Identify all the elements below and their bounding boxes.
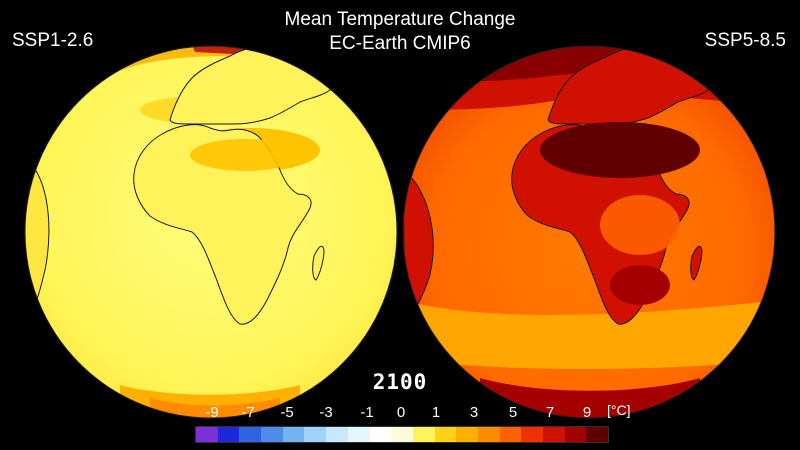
colorbar-swatch — [434, 427, 457, 442]
colorbar-swatch — [564, 427, 587, 442]
globe-ssp1 — [25, 46, 397, 418]
tick-label: -1 — [360, 404, 374, 421]
colorbar-swatch — [261, 427, 283, 442]
colorbar-swatch — [369, 427, 392, 442]
colorbar-swatch — [347, 427, 370, 442]
tick-label: 0 — [396, 404, 406, 421]
tick-label: 1 — [431, 404, 441, 421]
scenario-label-right: SSP5-8.5 — [704, 30, 786, 51]
colorbar-swatch — [391, 427, 413, 442]
tick-label: 3 — [469, 404, 479, 421]
colorbar-swatch — [477, 427, 500, 442]
colorbar-swatch — [326, 427, 348, 442]
colorbar-swatch — [521, 427, 543, 442]
colorbar-swatch — [217, 427, 240, 442]
tick-label: 9 — [582, 404, 592, 421]
map-title: Mean Temperature Change EC-Earth CMIP6 — [0, 8, 800, 56]
tick-label: -5 — [280, 404, 294, 421]
colorbar-swatch — [412, 427, 435, 442]
title-line-2: EC-Earth CMIP6 — [329, 33, 471, 54]
scenario-label-left: SSP1-2.6 — [12, 30, 94, 51]
tick-label: 5 — [508, 404, 518, 421]
colorbar-unit: [°C] — [607, 402, 631, 418]
colorbar-swatch — [586, 427, 609, 442]
colorbar-swatch — [196, 427, 218, 442]
tick-label: -9 — [205, 404, 219, 421]
tick-label: -3 — [319, 404, 333, 421]
colorbar-swatch — [282, 427, 305, 442]
tick-label: 7 — [545, 404, 555, 421]
colorbar-ticks: -9 -7 -5 -3 -1 0 1 3 5 7 9 — [0, 404, 800, 424]
colorbar-swatch — [543, 427, 565, 442]
colorbar-swatch — [304, 427, 327, 442]
colorbar-swatch — [239, 427, 262, 442]
colorbar — [195, 426, 609, 443]
title-line-1: Mean Temperature Change — [284, 9, 516, 30]
year-label: 2100 — [372, 370, 428, 394]
colorbar-swatch — [456, 427, 478, 442]
colorbar-swatch — [499, 427, 522, 442]
tick-label: -7 — [241, 404, 255, 421]
